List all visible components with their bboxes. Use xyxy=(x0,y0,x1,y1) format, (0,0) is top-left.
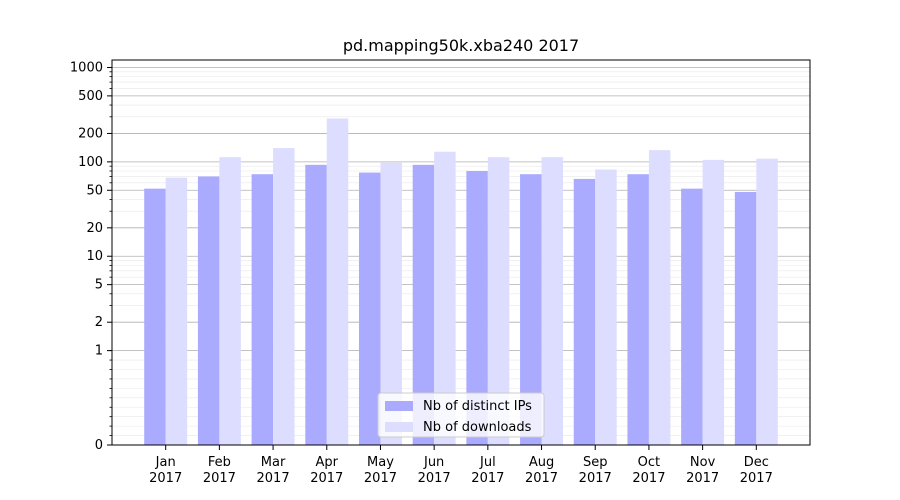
bar-downloads xyxy=(434,151,456,446)
bar-distinct-ips xyxy=(573,178,596,445)
x-tick-label: Nov 2017 xyxy=(686,455,719,486)
x-tick-label-year: 2017 xyxy=(471,471,504,486)
legend-swatch-downloads xyxy=(385,422,413,432)
x-tick-label-year: 2017 xyxy=(418,471,451,486)
y-tick-label: 10 xyxy=(86,249,103,264)
x-tick-label-year: 2017 xyxy=(525,471,558,486)
bar-downloads xyxy=(273,148,295,445)
x-tick-label: Jan 2017 xyxy=(149,455,182,486)
bar-downloads xyxy=(380,162,402,445)
x-tick-label-month: Jul xyxy=(479,455,496,470)
x-tick-label-year: 2017 xyxy=(632,471,665,486)
bar-downloads xyxy=(702,159,725,446)
x-tick-label-month: Aug xyxy=(529,455,554,470)
bar-distinct-ips xyxy=(681,188,703,445)
x-tick-label: Feb 2017 xyxy=(203,455,236,486)
x-tick-label-year: 2017 xyxy=(257,471,290,486)
x-tick-label: May 2017 xyxy=(364,455,397,486)
y-tick-label: 1 xyxy=(95,344,103,359)
bar-downloads xyxy=(219,157,241,446)
legend: Nb of distinct IPs Nb of downloads xyxy=(377,392,545,438)
bar-downloads xyxy=(165,177,188,446)
legend-label-distinct-ips: Nb of distinct IPs xyxy=(423,399,532,414)
x-tick-label-year: 2017 xyxy=(149,471,182,486)
y-tick-label: 500 xyxy=(78,89,103,104)
x-tick-label: Jul 2017 xyxy=(471,455,504,486)
y-tick-label: 5 xyxy=(95,278,103,293)
bar-downloads xyxy=(648,150,671,445)
bar-downloads xyxy=(326,118,349,445)
y-tick-label: 200 xyxy=(78,126,103,141)
plot-frame xyxy=(111,59,811,446)
x-tick-label-year: 2017 xyxy=(579,471,612,486)
bar-downloads xyxy=(487,157,510,446)
x-tick-label-month: Oct xyxy=(638,455,660,470)
y-tick-label: 20 xyxy=(86,221,103,236)
x-tick-label-year: 2017 xyxy=(203,471,236,486)
bar-distinct-ips xyxy=(466,171,488,446)
x-tick-label: Dec 2017 xyxy=(740,455,773,486)
y-tick-label: 2 xyxy=(95,315,103,330)
x-tick-label-year: 2017 xyxy=(686,471,719,486)
bar-downloads xyxy=(756,158,778,445)
x-tick-label: Sep 2017 xyxy=(579,455,612,486)
series-distinct-ips xyxy=(144,164,757,446)
chart-title: pd.mapping50k.xba240 2017 xyxy=(343,36,579,55)
bar-distinct-ips xyxy=(251,174,274,445)
x-tick-label-month: Nov xyxy=(690,455,716,470)
bar-distinct-ips xyxy=(520,174,542,445)
legend-swatch-distinct-ips xyxy=(385,401,413,411)
x-tick-label: Jun 2017 xyxy=(418,455,451,486)
x-tick-label-month: Feb xyxy=(208,455,231,470)
x-tick-label: Oct 2017 xyxy=(632,455,665,486)
x-tick-label-month: May xyxy=(367,455,394,470)
x-tick-label: Apr 2017 xyxy=(310,455,343,486)
x-tick-label-month: Jun xyxy=(423,455,444,470)
bar-downloads xyxy=(595,169,617,445)
legend-label-downloads: Nb of downloads xyxy=(423,420,532,435)
y-tick-label: 1000 xyxy=(70,60,103,75)
x-tick-label-year: 2017 xyxy=(310,471,343,486)
series-downloads xyxy=(165,118,778,446)
x-tick-label-month: Apr xyxy=(316,455,339,470)
bar-downloads xyxy=(541,157,564,446)
bar-distinct-ips xyxy=(305,164,327,445)
y-tick-label: 50 xyxy=(86,183,103,198)
bar-distinct-ips xyxy=(144,188,166,445)
bars xyxy=(144,118,778,446)
y-tick-label: 0 xyxy=(95,438,103,453)
x-tick-label: Aug 2017 xyxy=(525,455,558,486)
x-tick-label-year: 2017 xyxy=(740,471,773,486)
x-tick-label: Mar 2017 xyxy=(257,455,290,486)
legend-box xyxy=(377,392,545,438)
bar-distinct-ips xyxy=(734,191,757,445)
bar-distinct-ips xyxy=(197,176,220,445)
x-tick-label-month: Jan xyxy=(155,455,176,470)
y-tick-label: 100 xyxy=(78,155,103,170)
x-tick-label-month: Mar xyxy=(261,455,286,470)
bar-distinct-ips xyxy=(412,164,435,445)
bar-distinct-ips xyxy=(627,174,649,445)
x-tick-label-month: Dec xyxy=(744,455,769,470)
x-tick-label-month: Sep xyxy=(583,455,608,470)
x-tick-label-year: 2017 xyxy=(364,471,397,486)
y-axis-ticks: 0 1 2 5 10 20 50 100 200 500 1000 xyxy=(70,60,112,453)
bar-distinct-ips xyxy=(358,172,381,445)
